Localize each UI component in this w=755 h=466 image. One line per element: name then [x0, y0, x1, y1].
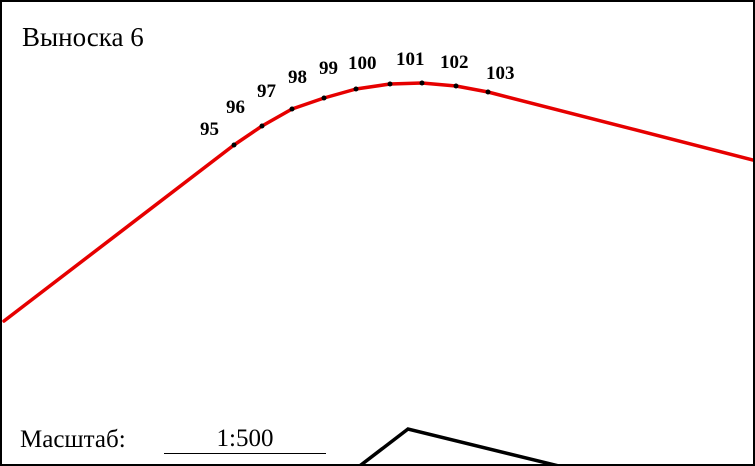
scale-value: 1:500 [216, 425, 274, 452]
scale-label: Масштаб: [20, 426, 126, 453]
survey-point-96 [259, 123, 265, 129]
point-label-97: 97 [257, 81, 277, 102]
survey-point-95 [231, 142, 237, 148]
point-label-95: 95 [200, 119, 219, 140]
survey-points [231, 80, 491, 148]
survey-point-102 [453, 83, 459, 89]
survey-point-97 [289, 106, 295, 112]
point-label-101: 101 [396, 49, 425, 70]
survey-point-100 [387, 81, 393, 87]
point-label-99: 99 [319, 58, 338, 79]
scale-underline [164, 453, 326, 454]
point-label-100: 100 [348, 53, 377, 74]
survey-point-98 [321, 95, 327, 101]
point-label-103: 103 [486, 63, 515, 84]
boundary-outline [359, 427, 559, 464]
survey-point-99 [353, 86, 359, 92]
point-label-102: 102 [440, 52, 469, 73]
point-label-96: 96 [226, 97, 245, 118]
point-label-98: 98 [288, 67, 307, 88]
page-title: Выноска 6 [22, 22, 144, 52]
route-line [2, 81, 753, 323]
survey-point-103 [485, 89, 491, 95]
survey-point-101 [419, 80, 425, 86]
survey-point-labels: 95 96 97 98 99 100 101 102 103 [200, 49, 515, 140]
